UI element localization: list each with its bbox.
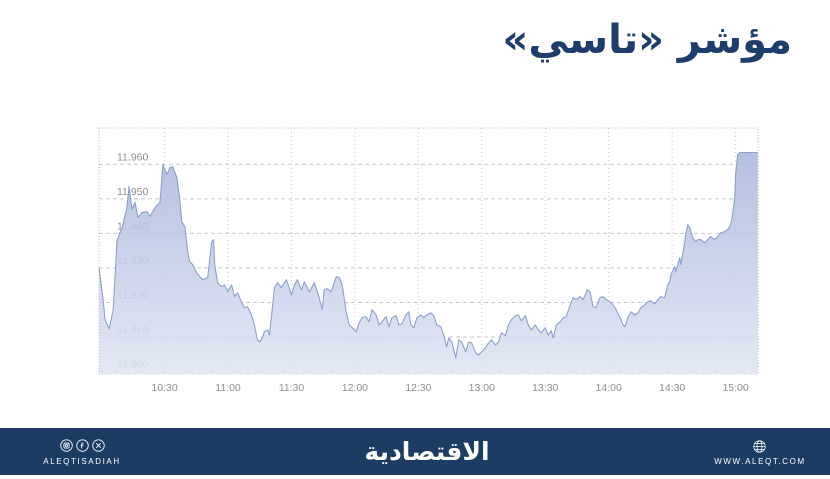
area-series (99, 152, 758, 374)
newspaper-logo: الاقتصادية (364, 437, 490, 466)
svg-text:10:30: 10:30 (151, 382, 177, 394)
area-outline (98, 151, 758, 359)
social-icons-row (36, 439, 128, 454)
svg-text:12:00: 12:00 (342, 382, 368, 394)
svg-text:11.960: 11.960 (117, 151, 148, 163)
x-icon[interactable] (91, 439, 105, 452)
svg-text:12:30: 12:30 (405, 382, 431, 394)
svg-text:11:00: 11:00 (215, 382, 241, 394)
facebook-icon[interactable] (75, 439, 89, 452)
svg-text:13:00: 13:00 (469, 382, 495, 394)
svg-text:14:30: 14:30 (659, 382, 685, 394)
svg-text:11:30: 11:30 (279, 382, 305, 394)
svg-text:15:00: 15:00 (722, 382, 748, 394)
footer-website-url[interactable]: WWW.ALEQT.COM (714, 456, 806, 466)
page-title: مؤشر «تاسي» (502, 17, 792, 63)
footer-social-group: ALEQTISADIAH (36, 437, 128, 466)
footer-bar: ALEQTISADIAH الاقتصادية WWW.ALEQT.COM (0, 428, 830, 475)
x-axis-labels: 10:30 11:00 11:30 12:00 12:30 13:00 13:30 14:00… (151, 382, 748, 394)
tasi-index-chart: 11.90011.91011.92011.93011.94011.95011.9… (98, 127, 759, 394)
svg-text:11.950: 11.950 (117, 186, 148, 198)
globe-icon (753, 439, 767, 453)
instagram-icon[interactable] (59, 439, 73, 452)
svg-text:14:00: 14:00 (596, 382, 622, 394)
footer-website-group: WWW.ALEQT.COM (714, 438, 806, 466)
plot-border (98, 127, 759, 375)
svg-text:13:30: 13:30 (532, 382, 558, 394)
footer-brand-handle: ALEQTISADIAH (43, 457, 121, 466)
chart-canvas: 11.90011.91011.92011.93011.94011.95011.9… (98, 127, 759, 394)
